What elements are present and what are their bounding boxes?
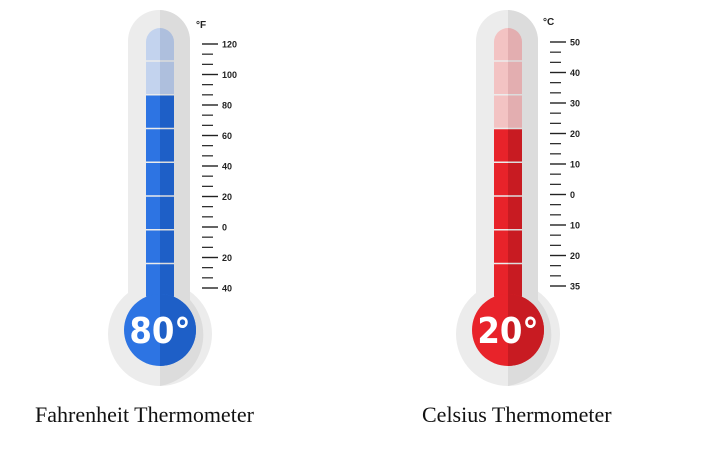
tube-segment-filled	[146, 129, 174, 162]
tube-segment-filled	[494, 230, 522, 263]
unit-label: °F	[196, 20, 206, 31]
celsius-thermometer: 20° °C 50 40 30 20 10 0 10 20 35	[456, 10, 580, 386]
tube-segment-filled	[494, 163, 522, 196]
tube-segment-filled	[146, 264, 174, 297]
tube-segment-filled	[494, 129, 522, 162]
tube-segment-empty	[146, 28, 174, 61]
tick-label: 20	[222, 253, 232, 263]
tick-label: 50	[570, 38, 580, 48]
tick-label: 0	[222, 223, 227, 233]
celsius-caption: Celsius Thermometer	[422, 402, 612, 427]
reading-label: 20°	[477, 311, 538, 352]
bulb-shade	[160, 294, 196, 366]
tick-label: 20	[222, 192, 232, 202]
bulb-shade	[508, 294, 544, 366]
tube-segment-filled	[146, 163, 174, 196]
unit-label: °C	[543, 17, 554, 28]
tick-label: 40	[570, 68, 580, 78]
tube-segment-empty	[146, 61, 174, 94]
temperature-scale: 120 100 80 60 40 20 0 20 40	[202, 40, 237, 294]
tube-segment-empty	[494, 28, 522, 61]
tube-segment-filled	[146, 230, 174, 263]
tube-segment-filled	[146, 196, 174, 229]
reading-label: 80°	[129, 311, 190, 352]
tick-label: 20	[570, 129, 580, 139]
tick-label: 0	[570, 190, 575, 200]
tick-label: 10	[570, 221, 580, 231]
thermometer-tube-segments	[494, 28, 522, 297]
tube-segment-empty	[494, 61, 522, 94]
tick-label: 60	[222, 131, 232, 141]
tick-label: 40	[222, 162, 232, 172]
tick-label: 30	[570, 99, 580, 109]
tick-label: 35	[570, 282, 580, 292]
tick-label: 20	[570, 251, 580, 261]
tick-label: 40	[222, 284, 232, 294]
tick-label: 100	[222, 70, 237, 80]
tick-label: 80	[222, 101, 232, 111]
temperature-scale: 50 40 30 20 10 0 10 20 35	[550, 38, 580, 292]
fahrenheit-caption: Fahrenheit Thermometer	[35, 402, 254, 427]
tick-label: 10	[570, 160, 580, 170]
tick-label: 120	[222, 40, 237, 50]
fahrenheit-thermometer: 80° °F 120 100 80 60 40 20 0 20 40	[108, 10, 237, 386]
thermometer-tube-segments	[146, 28, 174, 297]
tube-segment-filled	[494, 264, 522, 297]
tube-segment-filled	[146, 95, 174, 128]
tube-segment-filled	[494, 196, 522, 229]
tube-segment-empty	[494, 95, 522, 128]
